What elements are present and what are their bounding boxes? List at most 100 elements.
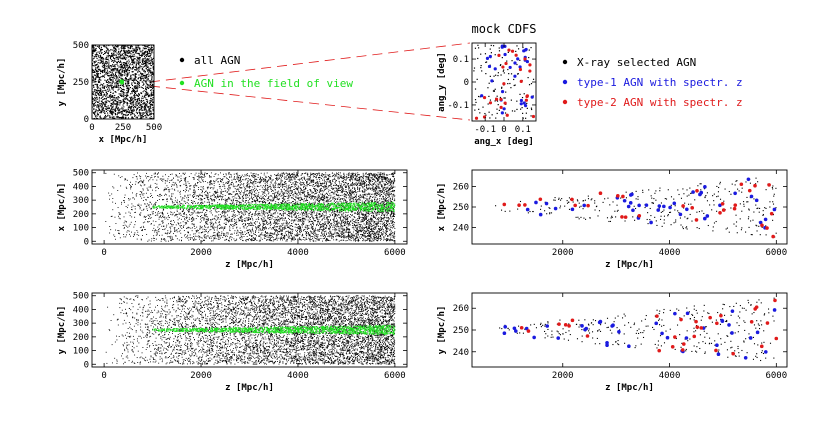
point-all-agn [97,105,99,107]
point-all-agn [186,186,188,188]
point-all-agn [145,89,148,91]
point-all-agn [282,228,284,230]
point-all-agn [268,217,270,218]
point-all-agn [147,221,148,223]
point-all-agn [312,226,314,228]
point-all-agn [169,188,171,190]
point-all-agn [111,74,113,77]
point-all-agn [101,104,103,106]
point-x-ray-selected-agn [503,72,505,74]
point-all-agn [308,227,310,229]
point-all-agn [103,105,106,107]
point-all-agn [117,89,119,91]
point-all-agn [99,51,101,53]
point-all-agn [228,184,230,186]
point-all-agn [142,59,144,61]
point-all-agn [129,46,132,48]
point-all-agn [114,86,116,88]
point-all-agn [150,193,152,195]
point-all-agn [109,67,111,70]
point-all-agn [327,239,329,241]
point-all-agn [328,185,330,187]
point-all-agn [150,53,152,55]
point-all-agn [311,196,313,198]
point-type-2-agn-with-spectr-z [482,115,487,119]
point-all-agn [276,217,278,219]
point-all-agn [304,207,306,209]
point-all-agn [137,53,139,55]
point-all-agn [185,183,187,185]
point-all-agn [322,186,324,188]
point-all-agn [291,225,293,227]
point-all-agn [275,209,277,211]
point-x-ray-selected-agn [474,88,477,90]
point-all-agn [243,227,245,229]
point-all-agn [358,231,360,233]
point-all-agn [98,69,100,71]
point-all-agn [370,231,372,232]
point-all-agn [100,89,102,91]
point-all-agn [317,200,318,202]
point-all-agn [277,201,279,203]
point-all-agn [152,94,154,96]
point-all-agn [148,102,150,104]
point-all-agn [231,196,233,198]
point-all-agn [355,219,357,221]
point-all-agn [122,113,124,115]
point-all-agn [97,114,99,116]
point-all-agn [115,91,117,93]
point-all-agn [354,206,356,208]
point-all-agn [128,110,130,112]
point-all-agn [229,207,231,209]
point-all-agn [152,62,154,64]
point-x-ray-selected-agn [488,111,490,113]
point-all-agn [307,190,309,192]
point-all-agn [238,213,240,215]
point-all-agn [121,75,123,77]
point-all-agn [297,179,299,180]
point-all-agn [143,103,145,105]
point-x-ray-selected-agn [498,109,500,111]
point-all-agn [146,99,148,101]
point-all-agn [124,220,126,222]
point-all-agn [136,108,138,110]
point-all-agn [329,240,331,242]
point-all-agn [115,54,117,56]
point-all-agn [174,203,176,205]
point-all-agn [210,207,211,209]
point-all-agn [139,86,141,88]
point-type-2-agn-with-spectr-z [501,65,505,69]
point-all-agn [130,99,132,102]
point-all-agn [142,103,144,105]
point-all-agn [118,93,120,95]
point-all-agn [270,234,271,236]
point-all-agn [109,74,111,76]
point-all-agn [143,69,145,71]
point-all-agn [366,198,368,200]
point-all-agn [122,63,125,65]
point-all-agn [306,180,308,182]
point-all-agn [138,70,140,72]
point-x-ray-selected-agn [511,60,513,62]
legend-type2-marker [562,99,568,105]
point-all-agn [133,109,135,111]
point-all-agn [377,201,379,203]
point-all-agn [377,236,379,238]
point-all-agn [281,197,283,199]
point-all-agn [119,108,121,110]
point-all-agn [383,183,385,185]
point-all-agn [135,75,137,78]
point-all-agn [92,59,94,61]
point-all-agn [355,236,357,238]
point-all-agn [360,233,362,235]
point-all-agn [242,240,244,242]
point-type-1-agn-with-spectr-z [508,65,512,70]
point-all-agn [321,235,323,237]
point-all-agn [252,235,254,237]
point-all-agn [97,90,99,92]
point-all-agn [92,71,94,73]
point-all-agn [110,116,112,118]
point-all-agn [204,231,206,233]
point-all-agn [264,204,265,206]
point-all-agn [103,69,105,71]
